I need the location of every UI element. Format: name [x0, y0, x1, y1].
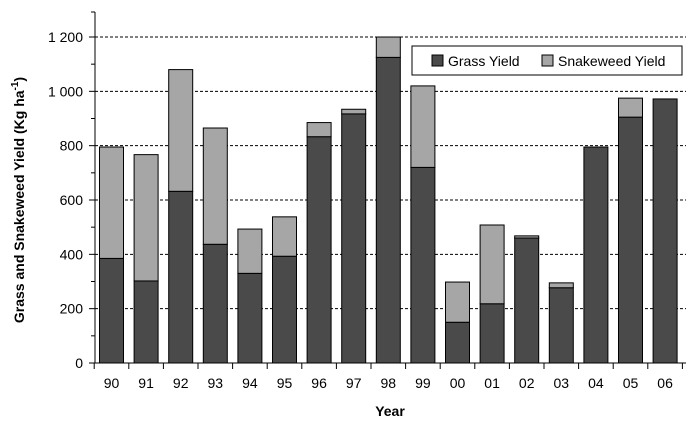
bars [99, 36, 678, 364]
bar-grass-94 [237, 272, 263, 364]
legend-label-grass: Grass Yield [448, 53, 520, 69]
legend-swatch-grass [431, 54, 444, 67]
bar-grass-99 [410, 166, 436, 364]
bar-grass-05 [618, 116, 643, 364]
bar-grass-98 [375, 56, 401, 364]
bar-snakeweed-98 [375, 36, 401, 58]
x-tick-label-04: 04 [588, 375, 604, 391]
x-tick-label-06: 06 [657, 375, 673, 391]
x-tick-label-90: 90 [104, 375, 120, 391]
bar-grass-00 [445, 321, 470, 364]
bar-grass-91 [133, 280, 159, 364]
y-axis-title: Grass and Snakeweed Yield (Kg ha-1) [10, 77, 27, 323]
x-tick-label-99: 99 [415, 375, 431, 391]
bar-grass-01 [479, 303, 505, 364]
bar-grass-93 [202, 243, 228, 364]
bar-snakeweed-94 [237, 228, 263, 274]
y-tick-label-1200: 1 200 [48, 29, 83, 45]
x-tick-label-02: 02 [519, 375, 535, 391]
bar-snakeweed-02 [514, 235, 540, 239]
y-tick-label-200: 200 [60, 301, 84, 317]
bar-snakeweed-01 [479, 224, 505, 305]
x-axis-title: Year [375, 403, 405, 419]
legend-label-snakeweed: Snakeweed Yield [558, 53, 665, 69]
bar-snakeweed-96 [306, 122, 332, 138]
bar-grass-95 [272, 255, 297, 364]
y-axis-title-superscript: -1 [10, 81, 21, 90]
x-tick-label-01: 01 [484, 375, 500, 391]
bar-grass-02 [514, 237, 540, 364]
y-tick-labels: 0 200 400 600 800 1 000 1 200 [48, 29, 83, 371]
x-tick-label-95: 95 [277, 375, 293, 391]
bar-snakeweed-00 [445, 281, 470, 323]
x-tick-label-98: 98 [381, 375, 397, 391]
y-tick-label-0: 0 [75, 355, 83, 371]
bar-snakeweed-91 [133, 154, 159, 282]
bar-grass-04 [583, 146, 609, 364]
x-tick-label-91: 91 [138, 375, 154, 391]
x-tick-label-96: 96 [311, 375, 327, 391]
bar-grass-90 [99, 257, 124, 364]
x-tick-label-00: 00 [450, 375, 466, 391]
bar-grass-03 [548, 287, 574, 364]
bar-grass-92 [168, 190, 194, 364]
x-tick-labels: 90 91 92 93 94 95 96 97 98 99 00 01 02 03 04 05 06 [104, 375, 673, 391]
bar-snakeweed-93 [202, 127, 228, 245]
y-tick-label-800: 800 [60, 138, 84, 154]
bar-snakeweed-05 [618, 97, 643, 118]
bar-snakeweed-97 [341, 108, 367, 115]
y-tick-label-600: 600 [60, 192, 84, 208]
x-tick-label-94: 94 [242, 375, 258, 391]
y-tick-label-400: 400 [60, 246, 84, 262]
legend: Grass Yield Snakeweed Yield [411, 45, 683, 76]
y-axis-title-main: Grass and Snakeweed Yield (Kg ha [11, 90, 27, 323]
bar-snakeweed-95 [272, 216, 297, 257]
x-tick-label-05: 05 [623, 375, 639, 391]
axes [89, 11, 686, 369]
x-tick-label-92: 92 [173, 375, 189, 391]
y-tick-label-1000: 1 000 [48, 83, 83, 99]
bar-snakeweed-03 [548, 282, 574, 289]
bar-grass-06 [652, 98, 678, 364]
bar-grass-96 [306, 136, 332, 364]
legend-swatch-snakeweed [541, 54, 554, 67]
y-axis-title-close: ) [11, 77, 27, 82]
x-tick-label-97: 97 [346, 375, 362, 391]
bar-grass-97 [341, 113, 367, 364]
bar-snakeweed-99 [410, 85, 436, 168]
bar-snakeweed-92 [168, 69, 194, 192]
x-tick-label-93: 93 [208, 375, 224, 391]
bar-snakeweed-90 [99, 146, 124, 259]
x-tick-label-03: 03 [554, 375, 570, 391]
